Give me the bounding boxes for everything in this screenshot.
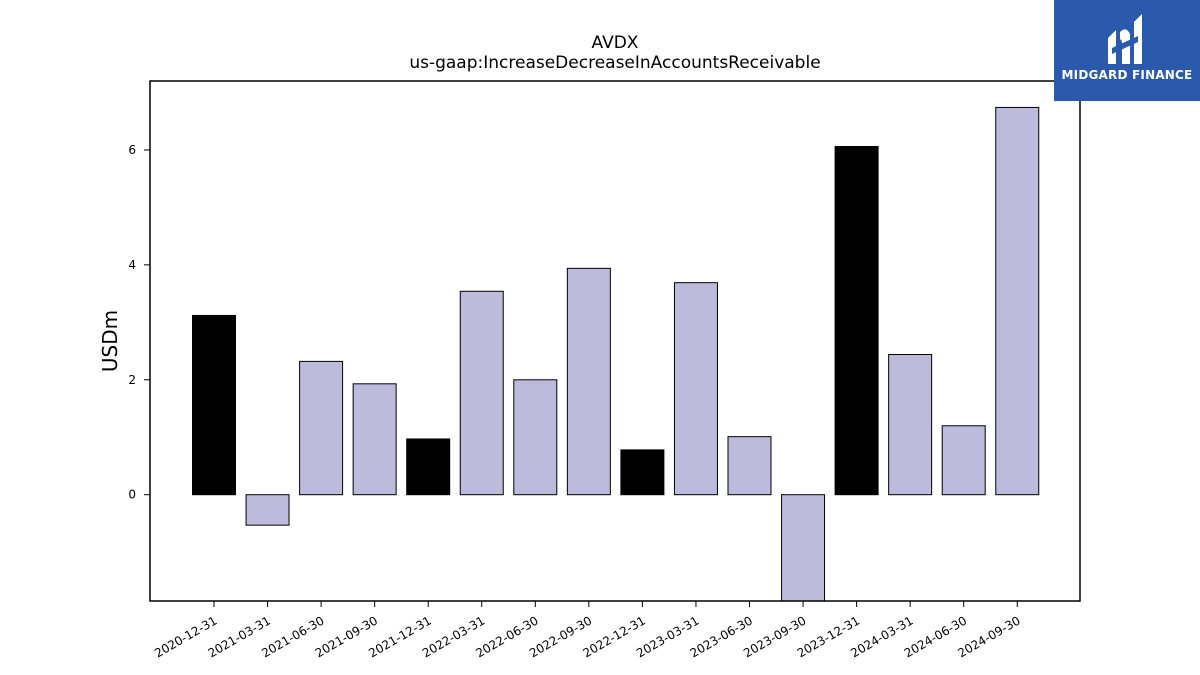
y-tick-label: 0: [128, 488, 136, 502]
bar: [245, 494, 290, 526]
brand-name: MIDGARD FINANCE: [1061, 68, 1193, 82]
chart-title: AVDX: [592, 33, 639, 53]
bar: [566, 267, 611, 496]
bar: [406, 438, 451, 496]
brand-logo: MIDGARD FINANCE: [1054, 0, 1200, 101]
midgard-logo-icon: [1108, 14, 1142, 64]
bar: [192, 314, 236, 496]
y-tick-label: 2: [128, 373, 136, 387]
bar: [299, 360, 344, 496]
bar: [673, 282, 718, 496]
plot-frame: [149, 80, 1081, 602]
bar: [834, 146, 879, 496]
bar: [941, 425, 986, 496]
bar: [727, 436, 772, 496]
bar: [888, 354, 933, 496]
bar: [995, 106, 1040, 496]
y-tick-label: 6: [128, 143, 136, 157]
chart-subtitle: us-gaap:IncreaseDecreaseInAccountsReceiv…: [409, 53, 820, 73]
y-tick-label: 4: [128, 258, 136, 272]
bar: [513, 379, 558, 496]
x-axis-ticks: 2020-12-312021-03-312021-06-302021-09-30…: [152, 601, 1023, 660]
y-axis-label: USDm: [98, 310, 122, 372]
bar: [620, 449, 665, 496]
bar: [781, 494, 826, 602]
bars-group: [192, 106, 1040, 602]
y-axis-ticks: 0 2 4 6: [128, 143, 150, 502]
bar: [352, 383, 397, 496]
bar: [459, 290, 504, 496]
